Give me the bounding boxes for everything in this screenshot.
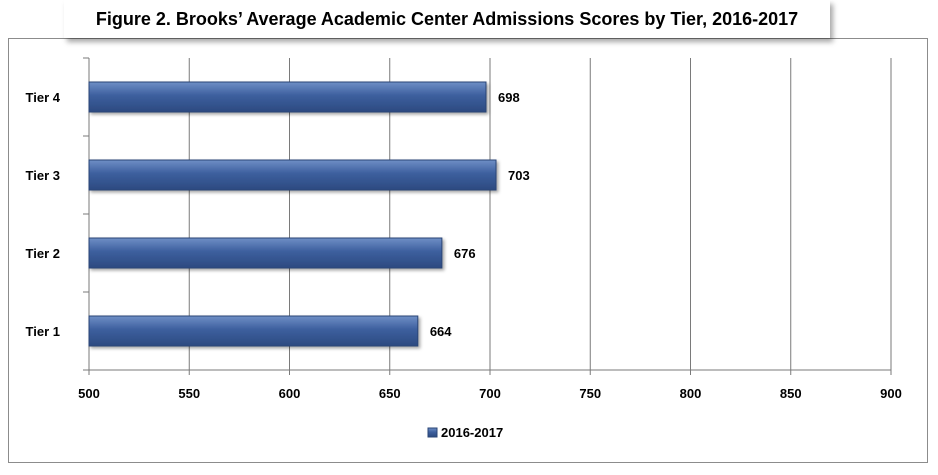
y-tick-label: Tier 2 bbox=[26, 246, 60, 261]
y-tick-label: Tier 3 bbox=[26, 168, 60, 183]
x-tick-label: 600 bbox=[279, 386, 301, 401]
legend: 2016-2017 bbox=[427, 425, 503, 440]
legend-label: 2016-2017 bbox=[441, 425, 503, 440]
chart-title-box: Figure 2. Brooks’ Average Academic Cente… bbox=[64, 0, 830, 38]
chart-title: Figure 2. Brooks’ Average Academic Cente… bbox=[95, 8, 799, 29]
legend-swatch bbox=[427, 427, 438, 438]
bar bbox=[88, 315, 419, 347]
bar bbox=[88, 237, 443, 269]
labels: 500 550 600 650 700 750 800 850 900 Tier 1 664 Tier… bbox=[26, 90, 902, 401]
x-tick-label: 500 bbox=[78, 386, 100, 401]
x-tick-label: 550 bbox=[178, 386, 200, 401]
data-label: 698 bbox=[498, 90, 520, 105]
x-tick-label: 900 bbox=[880, 386, 902, 401]
data-label: 664 bbox=[430, 324, 452, 339]
x-tick-label: 800 bbox=[680, 386, 702, 401]
x-tick-label: 650 bbox=[379, 386, 401, 401]
bar bbox=[88, 159, 497, 191]
data-label: 676 bbox=[454, 246, 476, 261]
x-tick-label: 750 bbox=[579, 386, 601, 401]
bar bbox=[88, 81, 487, 113]
y-tick-label: Tier 1 bbox=[26, 324, 60, 339]
data-label: 703 bbox=[508, 168, 530, 183]
x-tick-label: 850 bbox=[780, 386, 802, 401]
x-tick-label: 700 bbox=[479, 386, 501, 401]
bars bbox=[88, 81, 497, 347]
y-tick-label: Tier 4 bbox=[26, 90, 61, 105]
